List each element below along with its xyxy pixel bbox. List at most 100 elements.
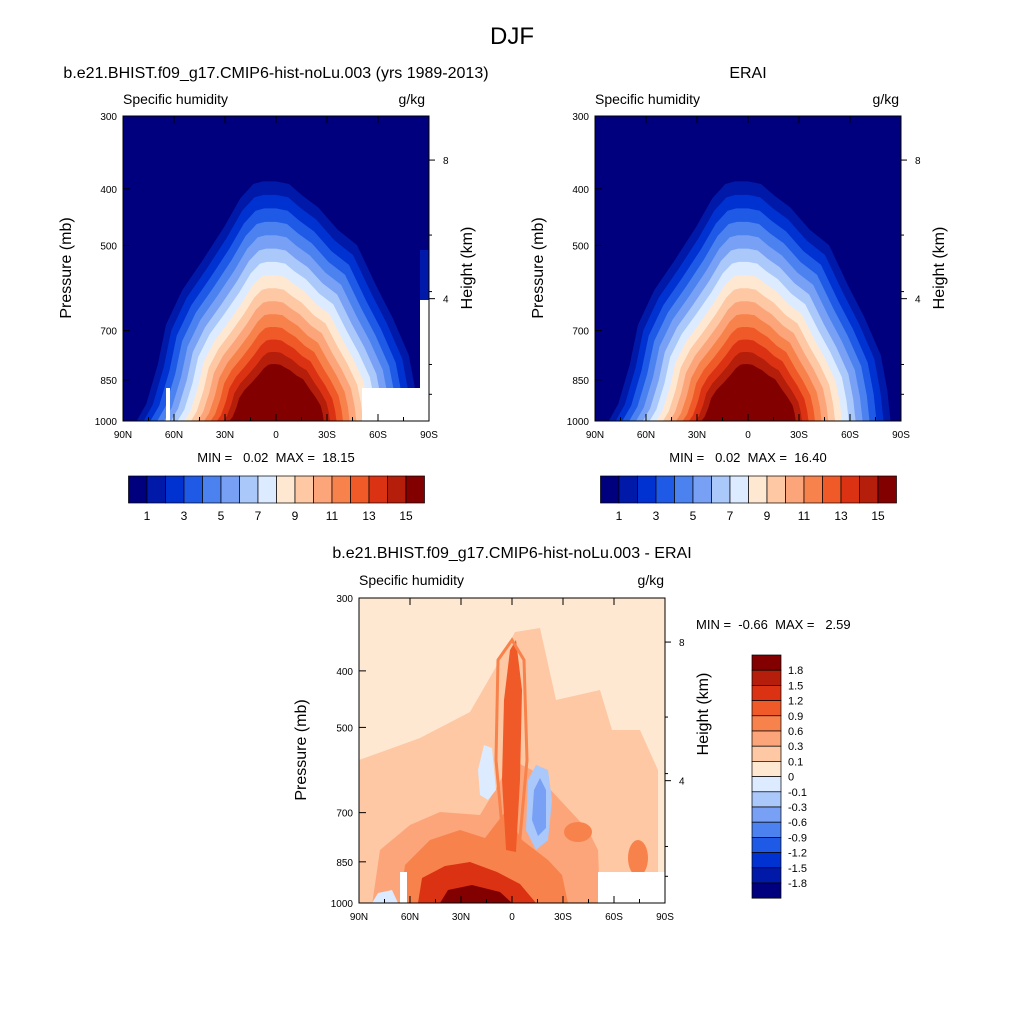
panel-diff-colorbar-box	[751, 730, 782, 747]
panel-erai-colorbar-box	[655, 475, 675, 504]
panel-diff-colorbar-box	[751, 806, 782, 823]
panel-erai-xtick-label: 60S	[841, 430, 859, 441]
panel-diff-colorbar-box	[751, 852, 782, 869]
panel-model-colorbar-label: 15	[399, 509, 413, 523]
panel-model-colorbar-box	[405, 475, 425, 504]
panel-diff-stats: MIN = -0.66 MAX = 2.59	[696, 617, 851, 632]
panel-model-colorbar-label: 7	[255, 509, 262, 523]
panel-erai-colorbar-label: 9	[764, 509, 771, 523]
panel-model-colorbar-box	[257, 475, 277, 504]
panel-model-xtick-label: 60S	[369, 430, 387, 441]
panel-erai-colorbar-box	[840, 475, 860, 504]
panel-diff-xtick-label: 30S	[554, 912, 572, 923]
panel-model-colorbar-box	[239, 475, 259, 504]
panel-erai-colorbar-box	[785, 475, 805, 504]
panel-diff-colorbar-label: 0	[788, 772, 794, 784]
panel-model-colorbar-label: 9	[292, 509, 299, 523]
panel-diff: b.e21.BHIST.f09_g17.CMIP6-hist-noLu.003 …	[293, 545, 851, 923]
panel-erai-colorbar-box	[729, 475, 749, 504]
panel-erai-xtick-label: 60N	[637, 430, 655, 441]
panel-erai-colorbar-label: 3	[653, 509, 660, 523]
panel-model-field	[123, 116, 429, 421]
panel-diff-colorbar-label: -0.1	[788, 787, 807, 799]
panel-model-ytick-label: 1000	[95, 417, 118, 428]
panel-model-colorbar-box	[146, 475, 166, 504]
panel-diff-variable-label: Specific humidity	[359, 572, 464, 588]
panel-diff-colorbar-box	[751, 867, 782, 884]
panel-model-variable-label: Specific humidity	[123, 91, 228, 107]
panel-diff-colorbar-label: 1.5	[788, 680, 803, 692]
panel-model-xtick-label: 60N	[165, 430, 183, 441]
panel-erai-units-label: g/kg	[873, 91, 899, 107]
panel-model-colorbar-box	[313, 475, 333, 504]
mask-edge-fill	[420, 250, 429, 300]
panel-model-colorbar-box	[183, 475, 203, 504]
panel-diff-ytick-label: 500	[336, 723, 353, 734]
panel-diff-colorbar-box	[751, 776, 782, 793]
panel-model-stats: MIN = 0.02 MAX = 18.15	[197, 450, 355, 465]
diff-pos-1.8	[440, 885, 512, 903]
panel-diff-field	[359, 628, 658, 903]
panel-erai-colorbar-label: 11	[798, 509, 811, 523]
panel-diff-ytick-label: 700	[336, 809, 353, 820]
diff-neg-20N	[478, 745, 496, 800]
diff-blob-30S	[564, 822, 592, 842]
panel-diff-colorbar-label: 1.8	[788, 665, 803, 677]
panel-erai-colorbar-box	[600, 475, 620, 504]
panel-model-xtick-label: 30S	[318, 430, 336, 441]
panel-diff-title: b.e21.BHIST.f09_g17.CMIP6-hist-noLu.003 …	[332, 545, 691, 562]
panel-diff-ylabel-right: Height (km)	[695, 673, 712, 756]
panel-erai-colorbar-box	[822, 475, 842, 504]
panel-erai-title: ERAI	[729, 65, 766, 82]
panel-erai-stats: MIN = 0.02 MAX = 16.40	[669, 450, 827, 465]
panel-diff-colorbar-box	[751, 669, 782, 686]
panel-diff-colorbar-box	[751, 685, 782, 701]
panel-diff-xtick-label: 60S	[605, 912, 623, 923]
panel-model-xtick-label: 90S	[420, 430, 438, 441]
panel-model-colorbar-label: 13	[362, 509, 376, 523]
panel-model-colorbar-box	[368, 475, 388, 504]
panel-diff-colorbar-label: -0.3	[788, 802, 807, 814]
panel-erai-colorbar-label: 5	[690, 509, 697, 523]
panel-erai-ytick-label: 850	[572, 376, 589, 387]
panel-erai-ytick-right-label: 4	[915, 295, 921, 306]
mask-antarctic-surface	[598, 872, 665, 903]
panel-model-title: b.e21.BHIST.f09_g17.CMIP6-hist-noLu.003 …	[63, 65, 488, 82]
panel-erai-xtick-label: 90S	[892, 430, 910, 441]
panel-diff-colorbar-label: 0.1	[788, 756, 803, 768]
panel-diff-ylabel: Pressure (mb)	[293, 699, 310, 800]
diff-equatorial-column	[502, 640, 522, 852]
panel-erai-colorbar-label: 13	[834, 509, 848, 523]
panel-model-xtick-label: 30N	[216, 430, 234, 441]
figure-title: DJF	[490, 23, 534, 50]
panel-model-ytick-label: 700	[100, 327, 117, 338]
panel-diff-ytick-label: 400	[336, 667, 353, 678]
panel-erai-ytick-right-label: 8	[915, 156, 921, 167]
panel-erai-colorbar-label: 15	[871, 509, 885, 523]
panel-diff-colorbar-box	[751, 745, 782, 762]
panel-diff-ytick-label: 300	[336, 594, 353, 605]
panel-diff-colorbar-box	[751, 700, 782, 717]
panel-erai-ytick-label: 500	[572, 241, 589, 252]
panel-model-units-label: g/kg	[399, 91, 425, 107]
panel-erai-colorbar-box	[618, 475, 638, 504]
panel-erai-field	[595, 116, 901, 421]
panel-erai-ytick-label: 400	[572, 185, 589, 196]
panel-erai-colorbar-label: 7	[727, 509, 734, 523]
panel-erai-xtick-label: 90N	[586, 430, 604, 441]
panel-diff-ytick-label: 850	[336, 858, 353, 869]
panel-model-ytick-right-label: 4	[443, 295, 449, 306]
panel-erai-colorbar-box	[674, 475, 694, 504]
panel-model-ytick-label: 400	[100, 185, 117, 196]
diff-equatorial-edge	[494, 637, 529, 862]
panel-model-xtick-label: 90N	[114, 430, 132, 441]
panel-model-colorbar-box	[276, 475, 296, 504]
panel-erai: ERAI Specific humidity g/kg 90N 60N 30N 0 30…	[530, 65, 948, 523]
diff-neg-surface-n	[372, 890, 398, 903]
panel-diff-xtick-label: 90S	[656, 912, 674, 923]
panel-diff-colorbar-box	[751, 715, 782, 732]
panel-erai-ylabel-right: Height (km)	[931, 227, 948, 310]
panel-model-ytick-label: 300	[100, 112, 117, 123]
panel-erai-ytick-label: 700	[572, 327, 589, 338]
